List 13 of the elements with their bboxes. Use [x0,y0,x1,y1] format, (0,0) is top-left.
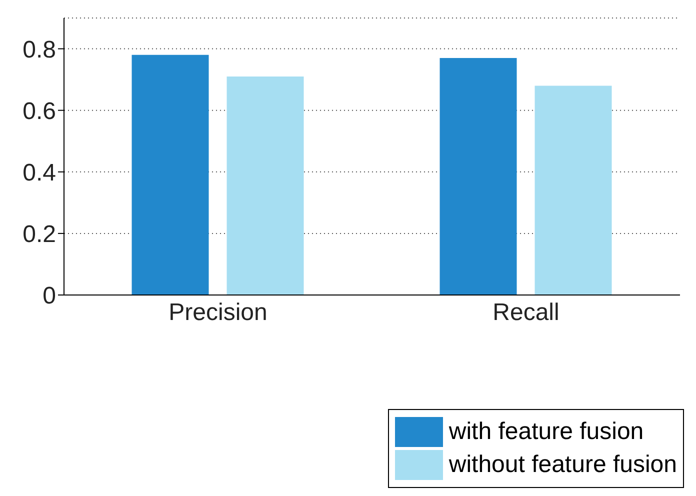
bar [440,58,517,295]
y-tick-label: 0.8 [22,36,56,64]
y-tick-label: 0.2 [22,220,56,248]
bar [132,54,209,295]
y-tick-label: 0.4 [22,159,56,186]
bar [226,76,304,295]
legend-label: without feature fusion [448,451,677,479]
y-tick-label: 0 [42,282,56,310]
x-tick-label: Precision [168,299,268,326]
legend-label: with feature fusion [448,418,644,446]
x-tick-label: Recall [492,299,560,326]
y-tick-label: 0.6 [22,98,56,125]
bar [534,86,612,295]
